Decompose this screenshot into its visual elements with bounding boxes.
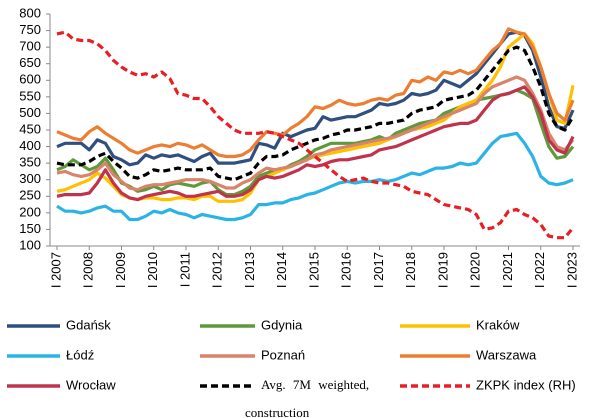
series-line (56, 131, 574, 222)
legend-label: Poznań (261, 347, 305, 362)
y-tick-label: 200 (19, 204, 41, 219)
y-tick-label: 650 (19, 55, 41, 70)
y-tick-label: 400 (19, 138, 41, 153)
x-tick-label: I 2018 (403, 252, 418, 288)
series-line (56, 88, 575, 197)
x-tick-label: I 2016 (339, 252, 354, 288)
y-tick-label: 150 (19, 221, 41, 236)
x-tick-label: I 2015 (306, 252, 321, 288)
legend-label: ZKPK index (RH) (476, 377, 576, 392)
y-tick-label: 450 (19, 121, 41, 136)
legend-label: Gdańsk (66, 317, 111, 332)
y-tick-label: 500 (19, 105, 41, 120)
x-tick-label: I 2017 (371, 252, 386, 288)
series-line (56, 27, 575, 159)
y-tick-label: 100 (19, 237, 41, 252)
series-line (56, 30, 575, 167)
y-tick-label: 700 (19, 39, 41, 54)
x-tick-label: I 2007 (48, 252, 63, 288)
legend-label: Gdynia (261, 317, 303, 332)
x-tick-label: I 2012 (210, 252, 225, 288)
y-tick-label: 600 (19, 72, 41, 87)
y-tick-label: 750 (19, 22, 41, 37)
series-line (56, 85, 575, 202)
y-tick-label: 250 (19, 188, 41, 203)
y-tick-label: 800 (19, 5, 41, 20)
x-tick-label: I 2021 (500, 252, 515, 288)
x-tick-label: I 2019 (435, 252, 450, 288)
series-line (56, 75, 575, 192)
x-tick-label: I 2010 (145, 252, 160, 288)
legend-label: Łódź (66, 347, 94, 362)
x-tick-label: I 2009 (113, 252, 128, 288)
series-line (56, 45, 575, 182)
x-tick-label: I 2014 (274, 252, 289, 288)
legend-label: Warszawa (476, 347, 537, 362)
series-line (56, 30, 575, 240)
x-tick-label: I 2020 (468, 252, 483, 288)
y-tick-label: 350 (19, 155, 41, 170)
legend-label-line: construction (245, 405, 310, 418)
legend-label: Kraków (476, 317, 520, 332)
y-tick-label: 300 (19, 171, 41, 186)
x-tick-label: I 2011 (177, 252, 192, 287)
y-tick-label: 550 (19, 88, 41, 103)
x-tick-label: I 2023 (564, 252, 579, 288)
x-tick-label: I 2008 (81, 252, 96, 288)
legend-label: Wrocław (66, 377, 116, 392)
x-tick-label: I 2013 (242, 252, 257, 288)
x-tick-label: I 2022 (532, 252, 547, 288)
legend-label-line: Avg. 7M weighted, (261, 377, 376, 392)
legend-label: Avg. 7M weighted, construction (245, 377, 376, 418)
